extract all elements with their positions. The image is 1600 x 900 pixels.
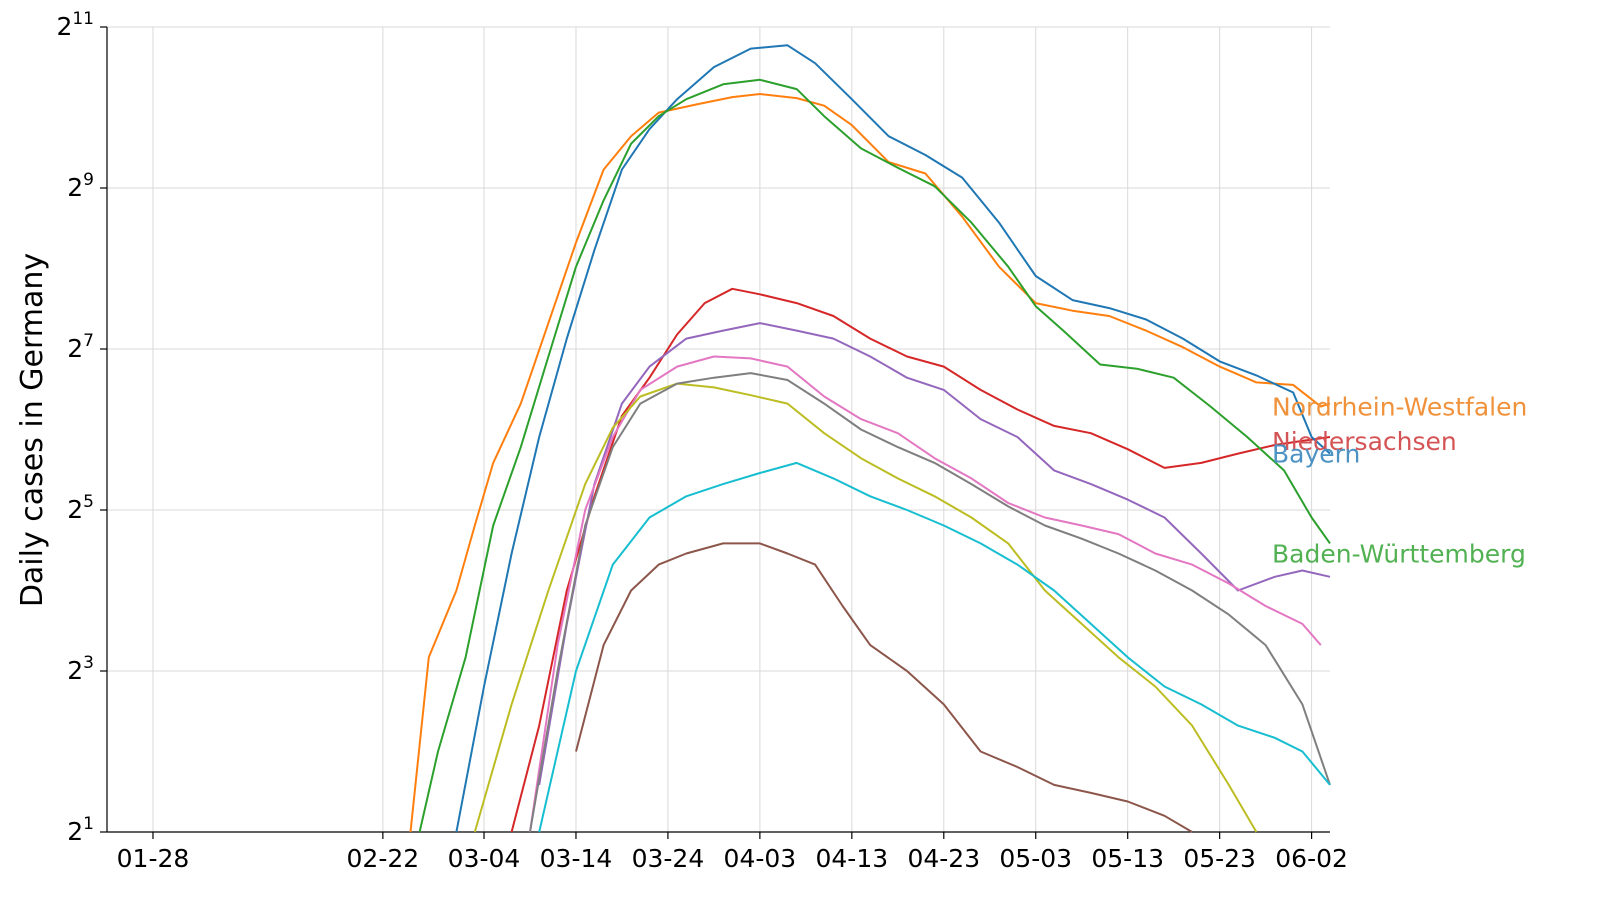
x-tick-label: 03-04 [448, 844, 521, 873]
series-label: Nordrhein-Westfalen [1272, 393, 1527, 422]
x-tick-label: 06-02 [1275, 844, 1348, 873]
x-tick-label: 05-03 [999, 844, 1072, 873]
grid [107, 26, 1330, 833]
y-tick-label: 211 [56, 9, 94, 41]
series-line-unlabeled-4 [538, 322, 1331, 786]
y-tick-label: 27 [67, 331, 94, 363]
series-label: Baden-Württemberg [1272, 540, 1526, 569]
x-tick-label: 05-23 [1183, 844, 1256, 873]
x-tick-label: 05-13 [1091, 844, 1164, 873]
series-line-niedersachsen [510, 287, 1331, 833]
x-tick-label: 03-14 [540, 844, 613, 873]
y-tick-label: 21 [67, 814, 94, 846]
series-line-unlabeled-7 [529, 372, 1331, 833]
series-label: Bayern [1272, 440, 1360, 469]
x-tick-label: 04-23 [907, 844, 980, 873]
axes [106, 27, 1330, 833]
x-tick-label: 02-22 [347, 844, 420, 873]
y-tick-label: 25 [67, 492, 94, 524]
y-tick-label: 23 [67, 653, 94, 685]
series-lines [409, 44, 1331, 833]
x-tick-label: 04-03 [724, 844, 797, 873]
x-tick-label: 04-13 [816, 844, 889, 873]
series-line-baden-w-rttemberg [418, 78, 1331, 833]
series-line-bayern [455, 44, 1331, 833]
series-line-unlabeled-5 [529, 355, 1322, 833]
y-axis-label: Daily cases in Germany [15, 253, 50, 607]
series-line-unlabeled-8 [538, 461, 1331, 833]
y-axis-ticks: 21 23 25 27 29 211 [56, 9, 107, 846]
series-line-unlabeled-9 [575, 542, 1193, 833]
x-tick-label: 03-24 [632, 844, 705, 873]
x-tick-label: 01-28 [117, 844, 190, 873]
series-label: Niedersachsen [1272, 427, 1457, 456]
series-line-unlabeled-6 [473, 382, 1258, 833]
x-axis-ticks: 01-28 02-22 03-04 03-14 03-24 04-03 04-13 04-23… [117, 832, 1348, 873]
series-line-nordrhein-westfalen [409, 93, 1331, 833]
y-tick-label: 29 [67, 170, 94, 202]
